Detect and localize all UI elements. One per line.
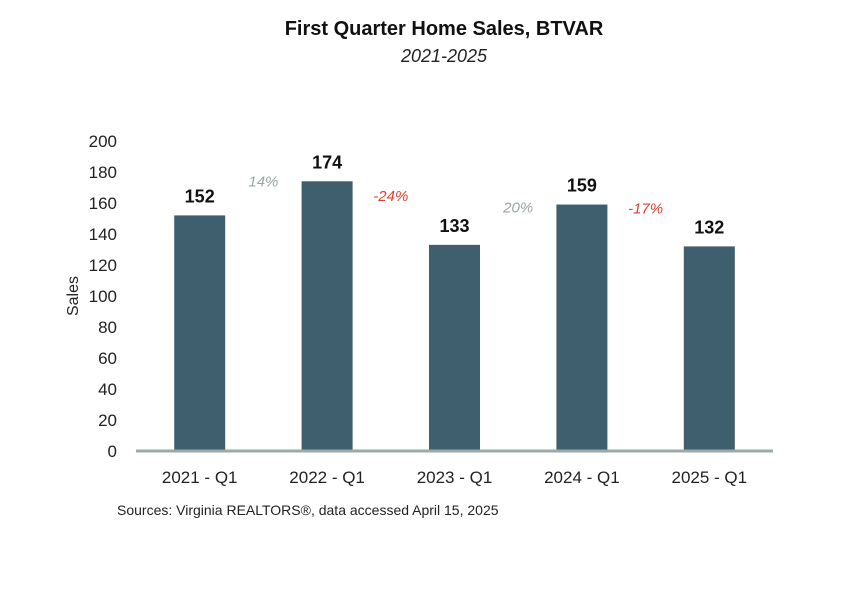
x-tick-label: 2024 - Q1 <box>544 468 620 487</box>
value-labels: 152 174 133 159 132 <box>185 152 725 237</box>
x-tick-label: 2023 - Q1 <box>417 468 493 487</box>
y-tick-label: 60 <box>98 349 117 368</box>
change-label: -17% <box>628 200 663 217</box>
source-note: Sources: Virginia REALTORS®, data access… <box>117 502 499 518</box>
y-tick-label: 160 <box>89 194 117 213</box>
bar-value-label: 132 <box>694 217 724 237</box>
y-tick-label: 120 <box>89 256 117 275</box>
bar-value-label: 133 <box>439 216 469 236</box>
change-label: -24% <box>373 188 408 205</box>
chart-title: First Quarter Home Sales, BTVAR <box>284 18 604 40</box>
change-labels: 14% -24% 20% -17% <box>248 173 663 217</box>
y-tick-label: 80 <box>98 318 117 337</box>
y-tick-label: 100 <box>89 287 117 306</box>
x-tick-label: 2021 - Q1 <box>162 468 238 487</box>
bar <box>556 204 608 451</box>
y-tick-label: 200 <box>89 132 117 151</box>
y-axis-label: Sales <box>65 276 82 316</box>
change-label: 14% <box>248 173 278 190</box>
bar <box>301 181 353 452</box>
bars <box>174 181 735 452</box>
y-axis-ticks: 0 20 40 60 80 100 120 140 160 180 200 <box>89 132 117 461</box>
y-tick-label: 180 <box>89 163 117 182</box>
y-tick-label: 140 <box>89 225 117 244</box>
bar <box>429 244 480 451</box>
x-axis-ticks: 2021 - Q1 2022 - Q1 2023 - Q1 2024 - Q1 2025… <box>162 468 747 487</box>
bar <box>683 246 735 451</box>
change-label: 20% <box>502 200 533 217</box>
bar-value-label: 152 <box>185 186 215 206</box>
x-tick-label: 2022 - Q1 <box>289 468 365 487</box>
x-tick-label: 2025 - Q1 <box>671 468 747 487</box>
y-tick-label: 40 <box>98 380 117 399</box>
y-tick-label: 20 <box>98 411 117 430</box>
chart-subtitle: 2021-2025 <box>400 46 488 66</box>
bar-value-label: 159 <box>567 176 597 196</box>
y-tick-label: 0 <box>108 442 117 461</box>
bar-value-label: 174 <box>312 152 342 172</box>
bar <box>174 215 226 451</box>
